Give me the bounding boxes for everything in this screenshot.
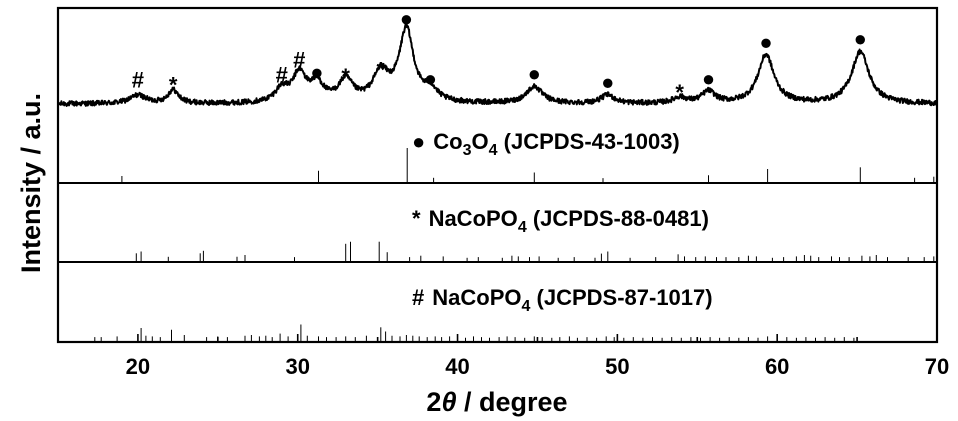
peak-marker: ● <box>601 70 614 95</box>
peak-marker: * <box>675 80 684 105</box>
measured-xrd-pattern <box>57 23 938 107</box>
reference-lines-nacopo4-87-1017 <box>94 324 855 342</box>
peak-marker: # <box>276 63 288 88</box>
peak-marker: * <box>377 57 386 82</box>
peak-marker: # <box>132 68 144 93</box>
peak-marker: # <box>293 47 305 72</box>
x-tick-label: 30 <box>285 354 309 379</box>
x-tick-label: 70 <box>925 354 949 379</box>
reference-panel-co3o4: ● Co3O4 (JCPDS-43-1003) <box>121 129 935 183</box>
x-tick-label: 60 <box>765 354 789 379</box>
reference-label-nacopo4-87-1017: # NaCoPO4 (JCPDS-87-1017) <box>412 285 713 315</box>
peak-marker: * <box>341 64 350 89</box>
x-tick-label: 50 <box>605 354 629 379</box>
plot-frame <box>56 6 939 344</box>
reference-panel-nacopo4-87-1017: # NaCoPO4 (JCPDS-87-1017) <box>94 285 855 342</box>
reference-lines-nacopo4-88-0481 <box>135 241 935 262</box>
reference-label-nacopo4-88-0481: * NaCoPO4 (JCPDS-88-0481) <box>412 206 709 236</box>
peak-marker: ● <box>854 26 867 51</box>
peak-marker: ● <box>759 29 772 54</box>
reference-lines-co3o4 <box>121 148 935 183</box>
x-axis: 20 30 40 50 60 70 <box>57 334 949 379</box>
x-axis-label: 2θ / degree <box>426 387 567 417</box>
peak-marker: ● <box>310 60 323 85</box>
peak-marker: ● <box>528 61 541 86</box>
reference-label-co3o4: ● Co3O4 (JCPDS-43-1003) <box>412 129 680 159</box>
peak-marker: ● <box>400 6 413 31</box>
peak-marker: * <box>169 73 178 98</box>
peak-marker: ● <box>702 66 715 91</box>
x-tick-label: 20 <box>126 354 150 379</box>
peak-markers: # * ## ● * *●● ● ● *●● ● <box>132 6 867 105</box>
y-axis-label: Intensity / a.u. <box>16 93 46 273</box>
x-tick-label: 40 <box>445 354 469 379</box>
peak-marker: ● <box>424 66 437 91</box>
reference-panel-nacopo4-88-0481: * NaCoPO4 (JCPDS-88-0481) <box>135 206 935 262</box>
